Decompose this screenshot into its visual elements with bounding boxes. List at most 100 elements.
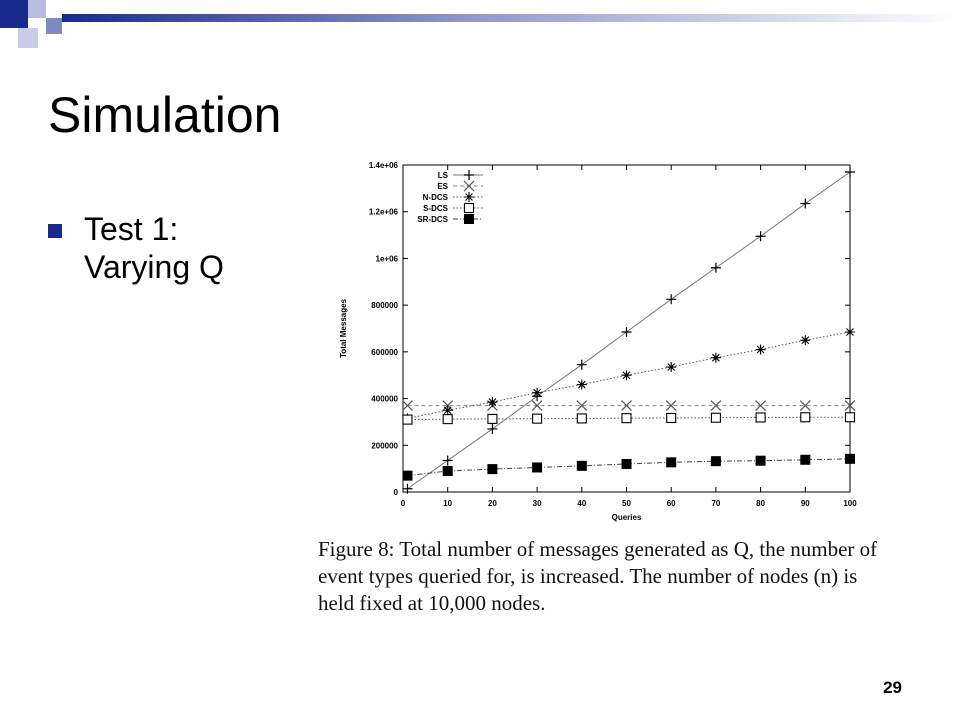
legend: LS ES N-DCS S-DCS SR-DCS (417, 170, 483, 224)
y-tick-label: 0 (394, 488, 399, 497)
data-point-es (576, 400, 588, 412)
filled-square-marker-icon (532, 462, 543, 473)
data-point-ls (755, 231, 766, 242)
data-point-s-dcs (532, 413, 543, 424)
bullet-rest: Varying Q (84, 249, 224, 285)
legend-marker-n-dcs (464, 192, 474, 202)
figure-caption: Figure 8: Total number of messages gener… (318, 537, 878, 615)
star-marker-icon (710, 352, 721, 363)
legend-marker-es (463, 180, 475, 192)
x-tick-label: 60 (667, 499, 676, 508)
data-point-n-dcs (576, 379, 587, 390)
filled-square-marker-icon (845, 453, 855, 464)
filled-square-marker-icon (402, 470, 413, 481)
x-tick-label: 80 (756, 499, 765, 508)
data-point-ls (442, 455, 453, 466)
plus-marker-icon (442, 455, 453, 466)
series-n-dcs (402, 327, 855, 424)
open-square-marker-icon (755, 412, 766, 423)
series-line-n-dcs (407, 331, 851, 419)
data-point-ls (666, 294, 677, 305)
data-point-s-dcs (666, 412, 677, 424)
open-square-marker-icon (463, 202, 475, 214)
x-tick-label: 50 (622, 499, 631, 508)
bullet-text: Test 1: Varying Q (84, 210, 224, 286)
x-tick-label: 70 (711, 499, 720, 508)
data-point-s-dcs (576, 413, 587, 424)
title-decoration (0, 0, 960, 48)
filled-square-marker-icon (442, 465, 453, 476)
data-point-sr-dcs (532, 462, 543, 473)
cross-marker-icon (710, 400, 722, 412)
data-point-es (710, 400, 722, 412)
filled-square-marker-icon (666, 457, 677, 468)
open-square-marker-icon (621, 413, 632, 424)
chart-container: 0 10 20 30 40 50 60 70 80 90 100 0 200000 400000 60000… (330, 150, 870, 530)
filled-square-marker-icon (621, 458, 632, 469)
cross-marker-icon (621, 400, 632, 412)
series-line-sr-dcs (407, 458, 851, 477)
open-square-marker-icon (402, 414, 413, 425)
plus-marker-icon (666, 294, 677, 305)
series-es (402, 400, 856, 412)
open-square-marker-icon (844, 412, 856, 423)
cross-marker-icon (665, 400, 677, 412)
plus-marker-icon (576, 359, 587, 370)
decoration-square-light (28, 0, 46, 18)
data-point-es (755, 400, 767, 412)
y-tick-label: 400000 (371, 395, 398, 404)
data-point-ls (845, 167, 855, 178)
data-point-es (665, 400, 677, 412)
star-marker-icon (576, 379, 587, 390)
bullet-list: Test 1: Varying Q (48, 210, 298, 286)
star-marker-icon (442, 405, 453, 416)
data-point-sr-dcs (800, 454, 811, 465)
open-square-marker-icon (532, 413, 543, 424)
bullet-square-icon (48, 224, 62, 238)
legend-marker-ls (464, 170, 474, 180)
cross-marker-icon (799, 400, 811, 412)
legend-label-es: ES (437, 182, 448, 191)
data-point-sr-dcs (845, 453, 855, 464)
x-tick-label: 100 (843, 499, 857, 508)
legend-marker-sr-dcs (464, 214, 474, 224)
star-marker-icon (666, 362, 677, 373)
data-point-n-dcs (800, 335, 811, 346)
data-point-ls (576, 359, 587, 370)
data-point-n-dcs (845, 327, 855, 338)
legend-label-ls: LS (438, 171, 449, 180)
data-point-sr-dcs (755, 455, 766, 466)
data-point-s-dcs (402, 414, 413, 425)
data-point-es (621, 400, 632, 412)
cross-marker-icon (531, 400, 543, 412)
decoration-band (62, 14, 960, 22)
series-s-dcs (402, 412, 856, 425)
decoration-square-pale (18, 28, 38, 48)
star-marker-icon (621, 370, 632, 381)
data-point-sr-dcs (666, 457, 677, 468)
filled-square-marker-icon (710, 456, 721, 467)
filled-square-marker-icon (800, 454, 811, 465)
y-tick-label: 1.2e+06 (369, 208, 399, 217)
x-tick-label: 30 (533, 499, 542, 508)
cross-marker-icon (463, 180, 475, 192)
y-tick-label: 200000 (371, 441, 398, 450)
open-square-marker-icon (487, 413, 498, 424)
filled-square-marker-icon (464, 214, 474, 224)
plus-marker-icon (800, 198, 811, 209)
data-point-s-dcs (755, 412, 766, 423)
data-point-s-dcs (621, 413, 632, 424)
plus-marker-icon (621, 327, 632, 338)
slide-title: Simulation (48, 87, 282, 143)
y-tick-label: 600000 (371, 348, 398, 357)
y-tick-label: 1.4e+06 (369, 161, 399, 170)
star-marker-icon (800, 335, 811, 346)
data-point-sr-dcs (710, 456, 721, 467)
filled-square-marker-icon (755, 455, 766, 466)
data-point-s-dcs (442, 414, 453, 425)
x-tick-label: 20 (488, 499, 497, 508)
data-point-n-dcs (755, 344, 766, 355)
star-marker-icon (532, 387, 543, 398)
star-marker-icon (845, 327, 855, 338)
bullet-lead: Test 1: (84, 211, 179, 247)
